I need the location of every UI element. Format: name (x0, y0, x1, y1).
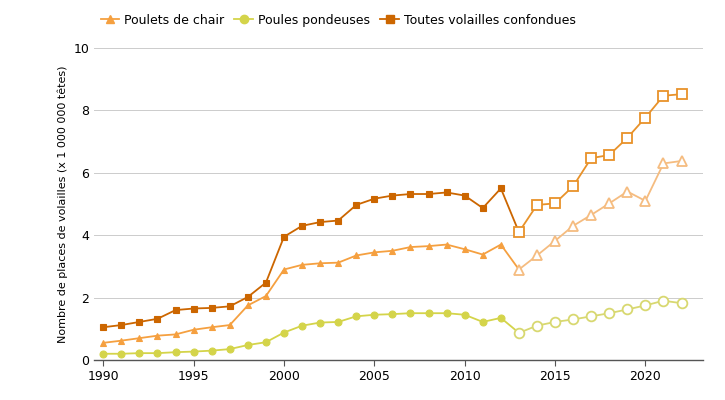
Y-axis label: Nombre de places de volailles (x 1 000 000 têtes): Nombre de places de volailles (x 1 000 0… (57, 65, 68, 343)
Legend: Poulets de chair, Poules pondeuses, Toutes volailles confondues: Poulets de chair, Poules pondeuses, Tout… (101, 14, 576, 27)
